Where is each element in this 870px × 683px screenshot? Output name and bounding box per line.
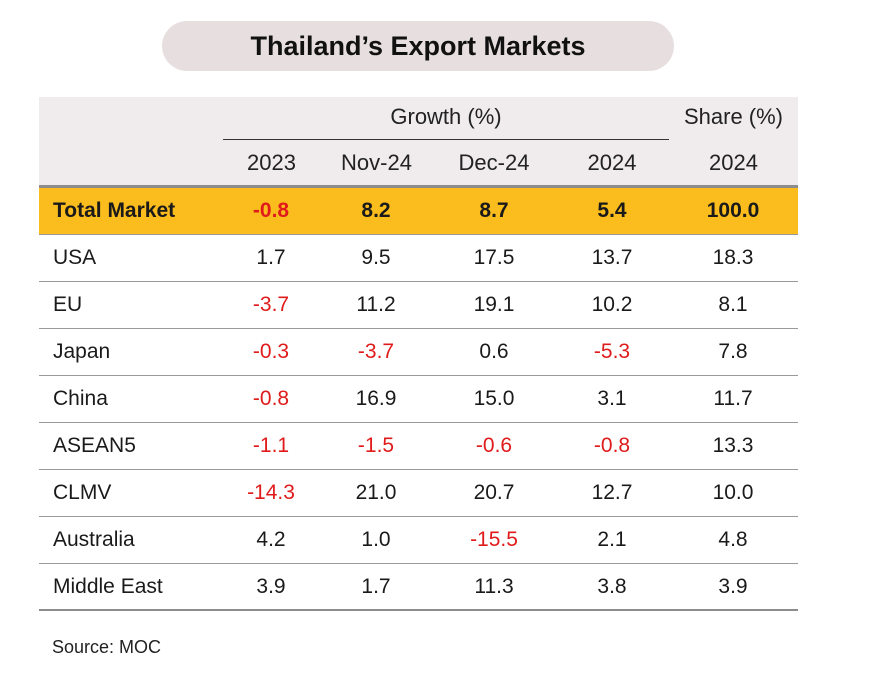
- row-label: Total Market: [53, 199, 176, 222]
- table-cell: -14.3: [247, 481, 295, 504]
- table-cell: 3.1: [597, 387, 627, 410]
- table-cell: -0.8: [252, 199, 290, 222]
- table-header: Growth (%) Share (%) 2023 Nov-24 Dec-24 …: [39, 97, 798, 185]
- column-header: Dec-24: [458, 150, 530, 175]
- table-cell: -15.5: [470, 528, 518, 551]
- row-label: China: [53, 387, 108, 410]
- table-cell: 4.2: [256, 528, 286, 551]
- table-cell: 3.9: [718, 574, 748, 598]
- table-cell: 3.8: [597, 574, 627, 598]
- table-cell: 2.1: [597, 528, 627, 551]
- table-cell: 11.3: [474, 574, 514, 598]
- table-cell: 13.7: [591, 246, 633, 269]
- table-cell: 16.9: [355, 387, 397, 410]
- column-header: Nov-24: [341, 150, 412, 175]
- table-row: EU -3.7 11.2 19.1 10.2 8.1: [39, 282, 798, 329]
- table-cell: 8.7: [479, 199, 509, 222]
- table-cell: 21.0: [355, 481, 397, 504]
- table-cell: -0.3: [252, 340, 290, 363]
- table-cell: 17.5: [473, 246, 515, 269]
- row-label: EU: [53, 293, 83, 316]
- table-body: Total Market -0.8 8.2 8.7 5.4 100.0 USA 1.7 9.5 1…: [39, 188, 798, 611]
- table-cell: -1.1: [252, 434, 290, 457]
- table-cell: 7.8: [718, 340, 748, 363]
- table-cell: -0.6: [475, 434, 513, 457]
- table-cell: 100.0: [706, 199, 760, 222]
- group-divider: [223, 139, 669, 140]
- table-row: Japan -0.3 -3.7 0.6 -5.3 7.8: [39, 329, 798, 376]
- table-cell: 9.5: [361, 246, 391, 269]
- table-cell: 1.7: [361, 574, 391, 598]
- table-cell: 3.9: [256, 574, 286, 598]
- table-cell: -0.8: [252, 387, 290, 410]
- table-row: China -0.8 16.9 15.0 3.1 11.7: [39, 376, 798, 423]
- table-row: USA 1.7 9.5 17.5 13.7 18.3: [39, 235, 798, 282]
- table-cell: 1.7: [256, 246, 286, 269]
- table-cell: 19.1: [473, 293, 515, 316]
- column-header: 2024: [709, 150, 758, 175]
- column-group-share: Share (%): [683, 104, 784, 129]
- table-cell: -5.3: [593, 340, 631, 363]
- table-cell: 15.0: [473, 387, 515, 410]
- row-label: USA: [53, 246, 97, 269]
- table-cell: 8.1: [718, 293, 748, 316]
- table-cell: 20.7: [473, 481, 515, 504]
- table-cell: 11.2: [356, 293, 396, 316]
- table-cell: 18.3: [712, 246, 754, 269]
- row-label: Australia: [53, 528, 135, 551]
- table-cell: 5.4: [597, 199, 627, 222]
- column-header: 2023: [247, 150, 296, 175]
- table-cell: 13.3: [712, 434, 754, 457]
- table-cell: -3.7: [252, 293, 290, 316]
- row-label: Japan: [53, 340, 111, 363]
- table-row: CLMV -14.3 21.0 20.7 12.7 10.0: [39, 470, 798, 517]
- table-cell: -3.7: [357, 340, 395, 363]
- table-cell: 10.0: [712, 481, 754, 504]
- table-cell: -0.8: [593, 434, 631, 457]
- table-cell: 0.6: [479, 340, 509, 363]
- header-divider: [39, 185, 798, 188]
- column-group-growth: Growth (%): [390, 104, 502, 129]
- row-label: Middle East: [53, 574, 163, 598]
- table-cell: 11.7: [713, 387, 753, 410]
- column-header: 2024: [587, 150, 637, 175]
- source-note: Source: MOC: [52, 637, 162, 657]
- table-title: Thailand’s Export Markets: [162, 21, 674, 71]
- table-cell: 1.0: [361, 528, 391, 551]
- table-row: Australia 4.2 1.0 -15.5 2.1 4.8: [39, 517, 798, 564]
- table-cell: 12.7: [591, 481, 633, 504]
- export-markets-table: Growth (%) Share (%) 2023 Nov-24 Dec-24 …: [39, 97, 798, 611]
- table-row: ASEAN5 -1.1 -1.5 -0.6 -0.8 13.3: [39, 423, 798, 470]
- table-cell: 8.2: [361, 199, 391, 222]
- table-cell: 4.8: [718, 528, 748, 551]
- table-row: Middle East 3.9 1.7 11.3 3.8 3.9: [39, 564, 798, 611]
- table-cell: -1.5: [357, 434, 395, 457]
- row-label: ASEAN5: [53, 434, 136, 457]
- row-label: CLMV: [53, 481, 112, 504]
- table-cell: 10.2: [591, 293, 633, 316]
- total-row: Total Market -0.8 8.2 8.7 5.4 100.0: [39, 188, 798, 235]
